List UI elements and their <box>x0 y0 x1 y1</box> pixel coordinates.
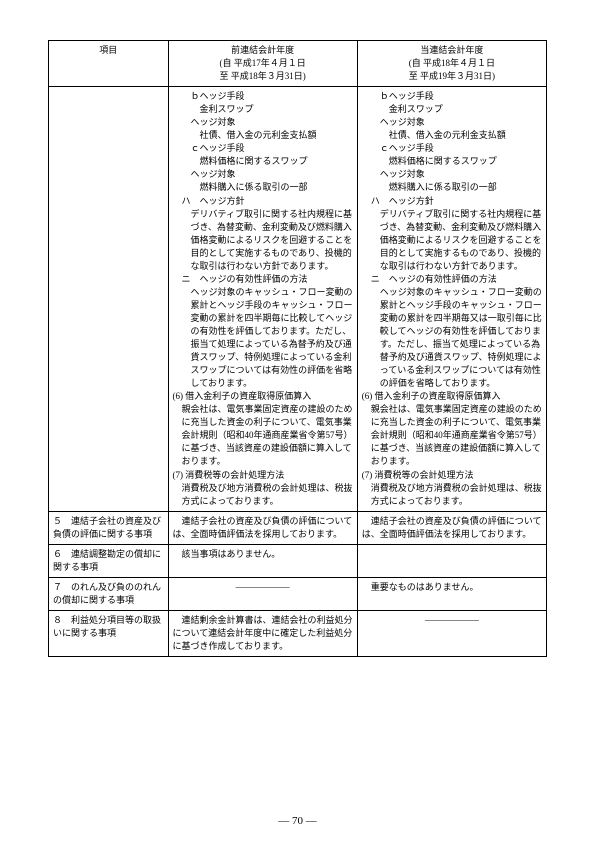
table-row: ８ 利益処分項目等の取扱いに関する事項 連結剰余金計算書は、連結会社の利益処分に… <box>49 610 547 656</box>
cell-prev: 連結剰余金計算書は、連結会社の利益処分について連結会計年度中に確定した利益処分に… <box>168 610 357 656</box>
cell-prev: ｂヘッジ手段 金利スワップ ヘッジ対象 社債、借入金の元利金支払額 ｃヘッジ手段… <box>168 87 357 512</box>
document-page: 項目 前連結会計年度 (自 平成17年４月１日 至 平成18年３月31日) 当連… <box>0 0 595 842</box>
cell-curr <box>357 544 546 577</box>
cell-item <box>49 87 169 512</box>
header-item: 項目 <box>49 41 169 87</box>
table-row: ５ 連結子会社の資産及び負債の評価に関する事項 連結子会社の資産及び負債の評価に… <box>49 511 547 544</box>
cell-curr: ｂヘッジ手段 金利スワップ ヘッジ対象 社債、借入金の元利金支払額 ｃヘッジ手段… <box>357 87 546 512</box>
page-number: ― 70 ― <box>0 815 595 827</box>
cell-item: ５ 連結子会社の資産及び負債の評価に関する事項 <box>49 511 169 544</box>
table-row: ７ のれん及び負ののれんの償却に関する事項 ―――――― 重要なものはありません… <box>49 577 547 610</box>
cell-prev: 該当事項はありません。 <box>168 544 357 577</box>
header-prev: 前連結会計年度 (自 平成17年４月１日 至 平成18年３月31日) <box>168 41 357 87</box>
table-row: ６ 連結調整勘定の償却に関する事項 該当事項はありません。 <box>49 544 547 577</box>
cell-item: ８ 利益処分項目等の取扱いに関する事項 <box>49 610 169 656</box>
cell-prev: ―――――― <box>168 577 357 610</box>
main-table: 項目 前連結会計年度 (自 平成17年４月１日 至 平成18年３月31日) 当連… <box>48 40 547 657</box>
table-row: ｂヘッジ手段 金利スワップ ヘッジ対象 社債、借入金の元利金支払額 ｃヘッジ手段… <box>49 87 547 512</box>
cell-curr: 連結子会社の資産及び負債の評価については、全面時価評価法を採用しております。 <box>357 511 546 544</box>
cell-curr: 重要なものはありません。 <box>357 577 546 610</box>
cell-prev: 連結子会社の資産及び負債の評価については、全面時価評価法を採用しております。 <box>168 511 357 544</box>
cell-item: ７ のれん及び負ののれんの償却に関する事項 <box>49 577 169 610</box>
cell-curr: ―――――― <box>357 610 546 656</box>
cell-item: ６ 連結調整勘定の償却に関する事項 <box>49 544 169 577</box>
table-header-row: 項目 前連結会計年度 (自 平成17年４月１日 至 平成18年３月31日) 当連… <box>49 41 547 87</box>
header-curr: 当連結会計年度 (自 平成18年４月１日 至 平成19年３月31日) <box>357 41 546 87</box>
